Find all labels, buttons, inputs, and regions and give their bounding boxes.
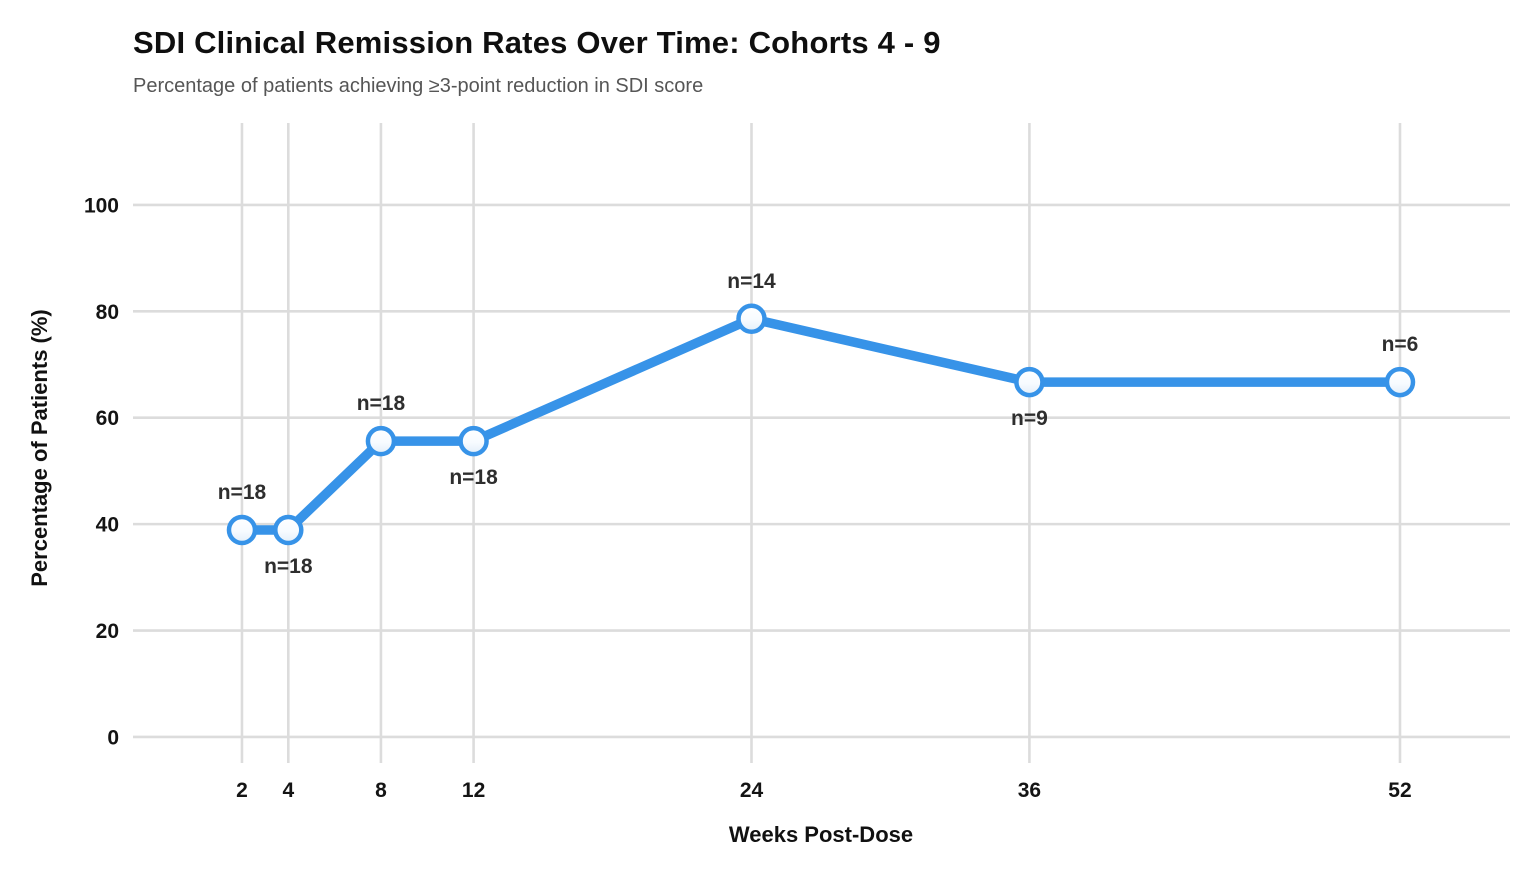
- data-point-marker: [226, 514, 258, 546]
- x-tick-label: 4: [282, 779, 294, 802]
- y-tick-label: 60: [96, 407, 119, 430]
- data-point-marker: [273, 514, 304, 546]
- point-n-label: n=18: [264, 555, 313, 578]
- point-n-label: n=9: [1011, 407, 1048, 430]
- x-tick-label: 12: [462, 779, 485, 802]
- y-tick-label: 0: [107, 726, 119, 749]
- data-point-marker: [1014, 366, 1045, 398]
- y-tick-label: 100: [84, 194, 119, 217]
- x-tick-label: 36: [1018, 779, 1041, 802]
- y-tick-label: 40: [96, 514, 119, 537]
- point-n-label: n=18: [218, 481, 267, 504]
- x-tick-label: 24: [740, 779, 764, 802]
- point-n-label: n=18: [357, 392, 406, 415]
- data-point-marker: [458, 425, 489, 457]
- x-tick-label: 52: [1388, 779, 1411, 802]
- x-tick-label: 2: [236, 779, 248, 802]
- point-n-label: n=18: [449, 466, 498, 489]
- chart-subtitle: Percentage of patients achieving ≥3-poin…: [133, 75, 704, 97]
- x-tick-label: 8: [375, 779, 387, 802]
- data-point-marker: [736, 303, 767, 335]
- data-point-marker: [365, 425, 397, 457]
- point-n-label: n=6: [1382, 333, 1419, 356]
- point-n-label: n=14: [727, 270, 776, 293]
- data-point-marker: [1384, 366, 1416, 398]
- y-tick-label: 80: [96, 301, 119, 324]
- chart-title: SDI Clinical Remission Rates Over Time: …: [133, 25, 941, 60]
- y-tick-label: 20: [96, 620, 119, 643]
- remission-trend-line: [237, 314, 1405, 535]
- x-axis-title: Weeks Post-Dose: [728, 822, 914, 847]
